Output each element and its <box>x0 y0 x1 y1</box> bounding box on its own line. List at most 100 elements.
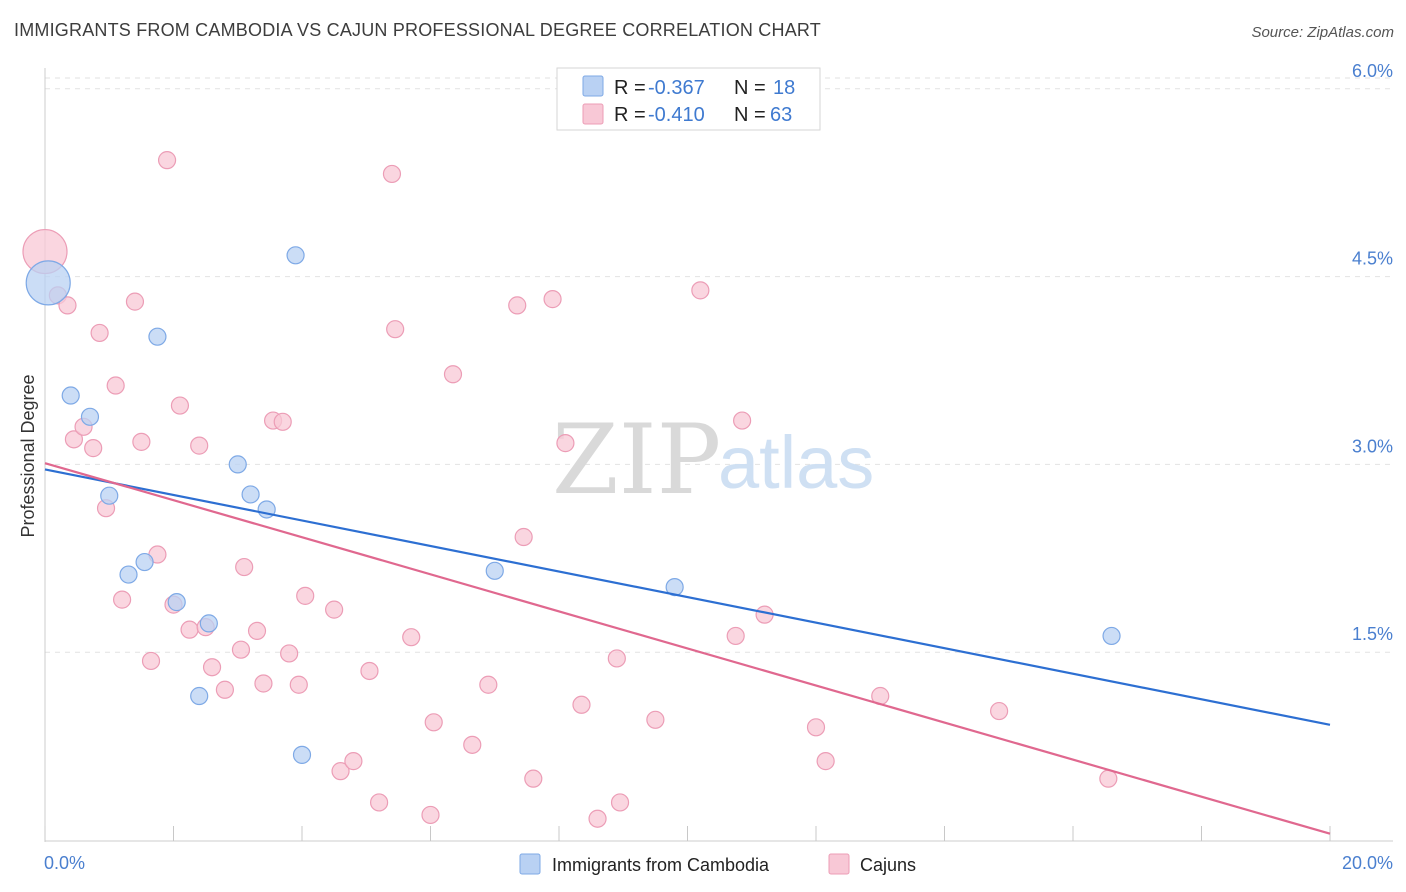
cambodia-point-8 <box>199 614 218 633</box>
x-tick-min: 0.0% <box>44 853 85 873</box>
cajuns-point-14 <box>157 151 177 170</box>
cajuns-point-3 <box>64 430 84 449</box>
legend-r-value-1: -0.367 <box>648 77 705 99</box>
y-tick-label-3: 6.0% <box>1352 61 1393 81</box>
cambodia-point-10 <box>228 455 247 474</box>
cambodia-point-3 <box>100 486 119 505</box>
cambodia-point-14 <box>292 745 312 764</box>
cajuns-point-46 <box>524 769 543 788</box>
cajuns-point-34 <box>360 661 379 681</box>
watermark: ZIP atlas <box>552 404 874 516</box>
cajuns-point-9 <box>112 590 132 609</box>
legend-swatch-cajuns <box>582 103 604 125</box>
cajuns-point-32 <box>331 762 350 781</box>
cajuns-point-23 <box>235 557 254 577</box>
cambodia-point-15 <box>485 561 504 580</box>
cajuns-point-52 <box>610 793 630 812</box>
cajuns-point-30 <box>296 586 315 605</box>
cajuns-point-20 <box>202 658 222 677</box>
cajuns-point-61 <box>990 701 1009 721</box>
cajuns-point-53 <box>646 710 665 729</box>
cambodia-point-11 <box>241 485 260 504</box>
legend-n-value-2: 63 <box>770 104 792 126</box>
cambodia-point-0 <box>25 260 71 306</box>
watermark-atlas: atlas <box>718 421 874 504</box>
cajuns-point-45 <box>514 527 533 547</box>
legend-n-value-1: 18 <box>773 77 795 99</box>
cajuns-point-18 <box>190 436 209 455</box>
cajuns-point-36 <box>382 164 402 184</box>
cajuns-point-44 <box>508 296 527 315</box>
cambodia-point-2 <box>80 407 100 426</box>
cajuns-point-51 <box>607 649 626 668</box>
cajuns-point-8 <box>106 376 125 395</box>
trend-lines <box>44 462 1331 835</box>
cajuns-point-50 <box>588 809 607 828</box>
bottom-legend-cajuns: Cajuns <box>860 855 916 875</box>
cajuns-point-10 <box>125 292 145 311</box>
cambodia-point-7 <box>167 593 186 612</box>
bottom-legend-swatch-cajuns <box>828 853 850 875</box>
cambodia-point-1 <box>61 386 80 405</box>
cajuns-point-49 <box>572 695 591 714</box>
axes <box>44 68 1393 842</box>
cajuns-point-47 <box>543 290 562 309</box>
watermark-zip: ZIP <box>552 404 721 516</box>
legend-r-value-2: -0.410 <box>648 104 705 126</box>
cajuns-point-37 <box>386 320 405 339</box>
cajuns-point-11 <box>132 432 151 451</box>
cambodia-point-13 <box>286 246 305 265</box>
cajuns-point-62 <box>1099 769 1118 788</box>
cajuns-point-21 <box>215 680 234 699</box>
cambodia-point-4 <box>119 565 138 584</box>
cajuns-point-42 <box>463 735 482 754</box>
cajuns-point-48 <box>556 434 575 453</box>
source-label: Source: ZipAtlas.com <box>1251 24 1394 41</box>
cambodia-point-5 <box>135 552 154 572</box>
correlation-legend: R = -0.367 N = 18 R = -0.410 N = 63 <box>556 67 821 131</box>
y-tick-label-0: 1.5% <box>1352 624 1393 644</box>
cajuns-point-28 <box>280 644 299 663</box>
cajuns-point-59 <box>816 752 835 771</box>
cajuns-point-25 <box>254 674 273 693</box>
y-tick-label-1: 3.0% <box>1352 436 1393 456</box>
cajuns-point-29 <box>289 675 308 694</box>
cajuns-point-58 <box>806 718 826 737</box>
cajuns-point-39 <box>421 805 440 825</box>
cambodia-point-6 <box>148 327 167 346</box>
legend-n-label-1: N = <box>734 77 766 99</box>
cajuns-point-2 <box>58 296 77 315</box>
cajuns-point-6 <box>90 323 109 343</box>
cajuns-point-40 <box>424 713 443 732</box>
cambodia-point-9 <box>190 686 209 706</box>
cajuns-point-41 <box>443 365 463 384</box>
cajuns-point-35 <box>370 793 389 812</box>
cajuns-point-56 <box>733 411 752 430</box>
cajuns-point-24 <box>247 621 267 641</box>
series-legend: Immigrants from Cambodia Cajuns <box>519 853 916 875</box>
chart-title: IMMIGRANTS FROM CAMBODIA VS CAJUN PROFES… <box>14 20 821 40</box>
y-tick-labels: 1.5% 3.0% 4.5% 6.0% <box>1352 61 1393 644</box>
cajuns-point-31 <box>325 600 344 619</box>
bottom-legend-swatch-cambodia <box>519 853 541 875</box>
legend-swatch-cambodia <box>582 75 604 97</box>
cajuns-point-22 <box>231 640 251 659</box>
cajuns-point-54 <box>691 281 710 300</box>
cambodia-point-17 <box>1102 626 1121 646</box>
bottom-legend-cambodia: Immigrants from Cambodia <box>552 855 770 875</box>
cajuns-trend-line <box>44 462 1331 835</box>
legend-r-label-1: R = <box>614 77 646 99</box>
cambodia-trend-line <box>44 468 1331 726</box>
cajuns-point-55 <box>726 626 745 646</box>
legend-n-label-2: N = <box>734 104 766 126</box>
cajuns-point-43 <box>479 675 498 694</box>
cajuns-point-5 <box>84 439 103 458</box>
y-tick-label-2: 4.5% <box>1352 249 1393 269</box>
cajuns-point-12 <box>141 651 161 671</box>
cajuns-point-16 <box>170 396 190 415</box>
cajuns-point-38 <box>402 628 421 647</box>
cajuns-point-27 <box>273 412 292 431</box>
y-axis-label: Professional Degree <box>18 374 38 537</box>
cajuns-point-17 <box>180 620 199 639</box>
